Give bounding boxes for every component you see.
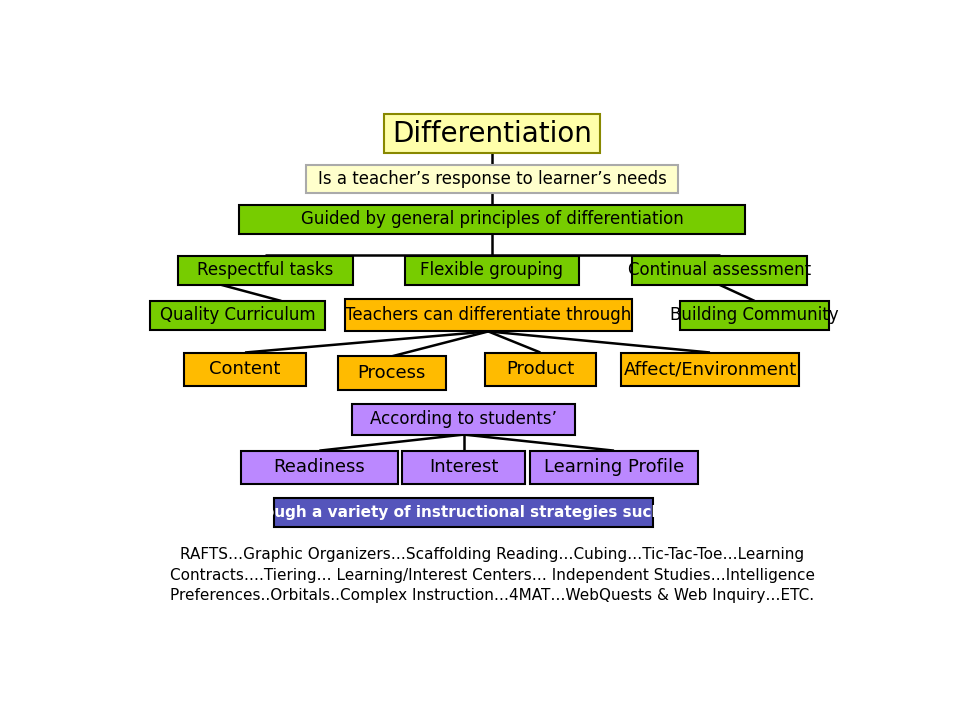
FancyBboxPatch shape [530, 451, 698, 484]
FancyBboxPatch shape [352, 403, 575, 435]
Text: Affect/Environment: Affect/Environment [623, 360, 797, 378]
Text: Interest: Interest [429, 458, 498, 476]
FancyBboxPatch shape [183, 353, 306, 386]
Text: Flexible grouping: Flexible grouping [420, 261, 564, 279]
FancyBboxPatch shape [306, 165, 678, 194]
FancyBboxPatch shape [241, 451, 397, 484]
Text: Guided by general principles of differentiation: Guided by general principles of differen… [300, 210, 684, 228]
FancyBboxPatch shape [338, 356, 445, 390]
FancyBboxPatch shape [402, 451, 525, 484]
Text: Differentiation: Differentiation [392, 120, 592, 148]
FancyBboxPatch shape [274, 498, 654, 526]
FancyBboxPatch shape [621, 353, 800, 386]
Text: Preferences..Orbitals..Complex Instruction…4MAT…WebQuests & Web Inquiry…ETC.: Preferences..Orbitals..Complex Instructi… [170, 588, 814, 603]
Text: Continual assessment: Continual assessment [628, 261, 811, 279]
Text: Respectful tasks: Respectful tasks [197, 261, 333, 279]
Text: Readiness: Readiness [274, 458, 365, 476]
FancyBboxPatch shape [404, 256, 580, 285]
FancyBboxPatch shape [178, 256, 352, 285]
FancyBboxPatch shape [681, 301, 829, 330]
Text: RAFTS…Graphic Organizers…Scaffolding Reading…Cubing…Tic-Tac-Toe…Learning: RAFTS…Graphic Organizers…Scaffolding Rea… [180, 547, 804, 562]
Text: Through a variety of instructional strategies such as:: Through a variety of instructional strat… [234, 505, 693, 520]
Text: Process: Process [357, 364, 425, 382]
FancyBboxPatch shape [384, 114, 600, 153]
Text: Content: Content [209, 360, 280, 378]
FancyBboxPatch shape [150, 301, 325, 330]
Text: Contracts….Tiering… Learning/Interest Centers… Independent Studies…Intelligence: Contracts….Tiering… Learning/Interest Ce… [170, 568, 814, 583]
Text: Building Community: Building Community [670, 307, 839, 325]
Text: Teachers can differentiate through: Teachers can differentiate through [346, 307, 632, 325]
FancyBboxPatch shape [345, 300, 632, 331]
Text: Is a teacher’s response to learner’s needs: Is a teacher’s response to learner’s nee… [318, 170, 666, 188]
FancyBboxPatch shape [239, 205, 745, 234]
Text: Learning Profile: Learning Profile [544, 458, 684, 476]
Text: According to students’: According to students’ [371, 410, 557, 428]
Text: Quality Curriculum: Quality Curriculum [159, 307, 316, 325]
Text: Product: Product [506, 360, 574, 378]
FancyBboxPatch shape [633, 256, 807, 285]
FancyBboxPatch shape [485, 353, 596, 386]
